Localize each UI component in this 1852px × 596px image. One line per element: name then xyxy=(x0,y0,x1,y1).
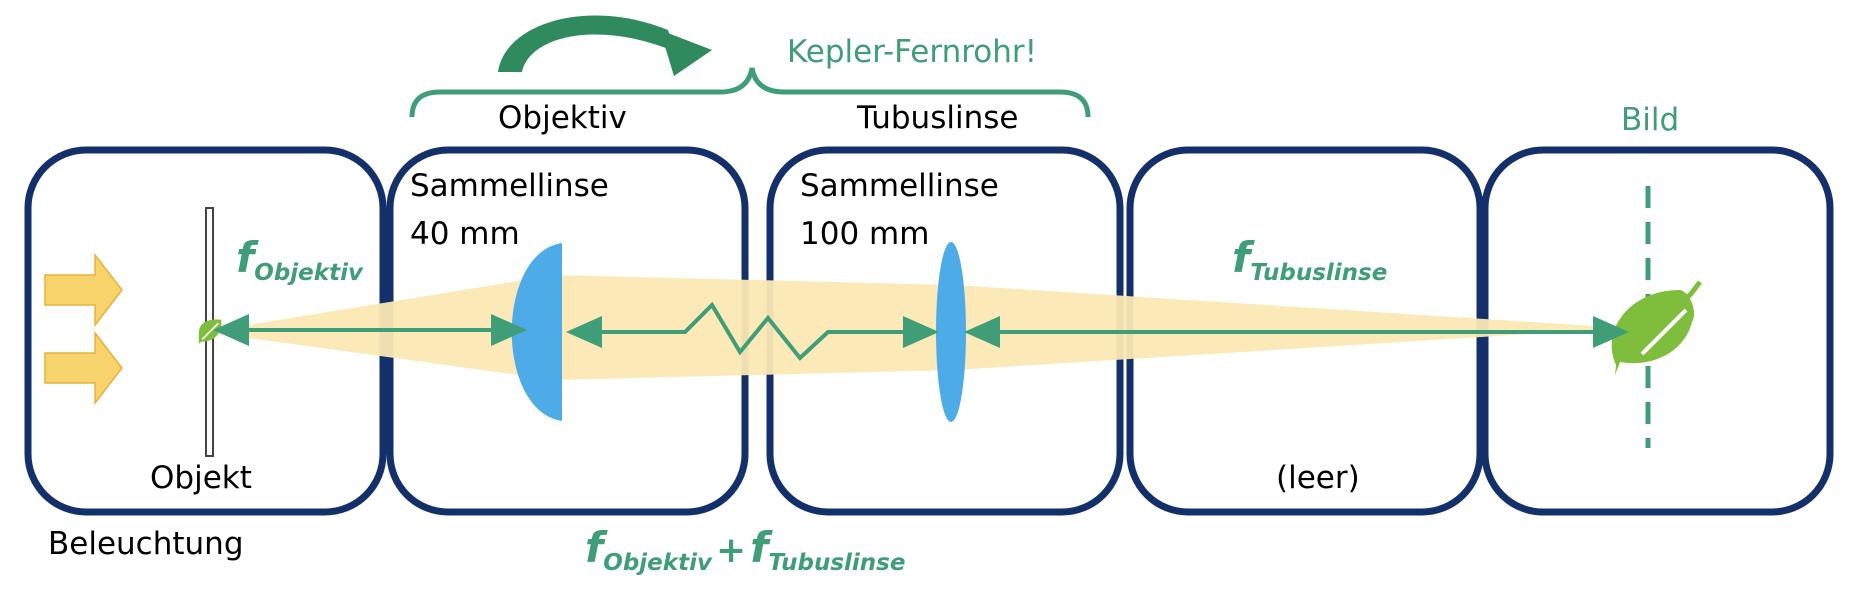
f-subscript: Objektiv xyxy=(603,550,713,576)
objektiv-label: Objektiv xyxy=(498,100,627,136)
lens2-focal: 100 mm xyxy=(800,216,929,252)
focal-arrow-kepler xyxy=(566,301,939,361)
brace-icon xyxy=(409,67,1091,118)
f-symbol: f xyxy=(236,233,259,282)
leaf-icon xyxy=(1611,280,1702,375)
plus-sign: + xyxy=(716,530,746,571)
f-objektiv-formula: fObjektiv xyxy=(236,233,364,286)
arrow-right-icon xyxy=(44,330,123,406)
f-subscript: Tubuslinse xyxy=(1250,260,1387,286)
arrow-right-icon xyxy=(44,252,123,328)
tubuslinse-label: Tubuslinse xyxy=(856,100,1018,136)
leer-label: (leer) xyxy=(1276,460,1360,496)
f-subscript: Objektiv xyxy=(254,260,364,286)
objective-lens xyxy=(511,243,562,421)
light-beam xyxy=(205,275,1625,380)
lens2-type: Sammellinse xyxy=(800,168,999,204)
lens1-focal: 40 mm xyxy=(410,216,520,252)
f-symbol: f xyxy=(585,523,608,572)
objekt-label: Objekt xyxy=(150,460,252,496)
f-symbol: f xyxy=(750,523,773,572)
kepler-label: Kepler-Fernrohr! xyxy=(787,34,1037,70)
bild-label: Bild xyxy=(1621,102,1679,138)
lens1-type: Sammellinse xyxy=(410,168,609,204)
f-subscript: Tubuslinse xyxy=(768,550,905,576)
f-tubuslinse-formula: fTubuslinse xyxy=(1232,233,1387,286)
beleuchtung-label: Beleuchtung xyxy=(48,526,244,562)
tube-lens xyxy=(936,242,966,422)
f-sum-formula: fObjektiv +fTubuslinse xyxy=(585,523,905,576)
f-symbol: f xyxy=(1232,233,1255,282)
curved-arrow-icon xyxy=(498,15,712,76)
